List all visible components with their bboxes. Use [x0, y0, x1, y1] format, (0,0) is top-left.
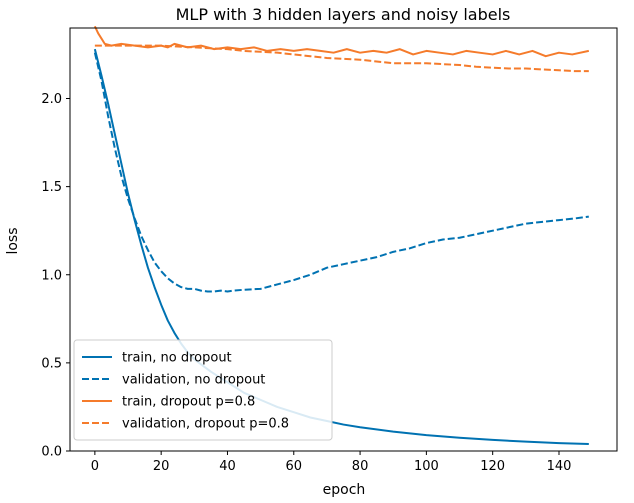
- legend-label: validation, no dropout: [122, 373, 265, 388]
- x-tick-label: 40: [219, 459, 236, 474]
- x-tick-label: 140: [547, 459, 572, 474]
- y-tick-label: 0.5: [41, 356, 62, 371]
- y-tick-label: 1.5: [41, 180, 62, 195]
- y-tick-label: 0.0: [41, 445, 62, 460]
- x-tick-label: 80: [352, 459, 369, 474]
- series-line-validation-no-dropout: [93, 52, 589, 293]
- x-tick-label: 20: [153, 459, 170, 474]
- plot-frame: [69, 27, 618, 452]
- x-axis-label: epoch: [323, 482, 366, 498]
- legend-box: [73, 339, 333, 441]
- y-axis-label: loss: [5, 227, 21, 254]
- legend-label: validation, dropout p=0.8: [122, 417, 289, 432]
- legend-label: train, dropout p=0.8: [122, 395, 255, 410]
- series-line-validation-dropout-p-0-8: [94, 44, 589, 73]
- chart-title: MLP with 3 hidden layers and noisy label…: [176, 5, 511, 24]
- y-axis-ticks: 0.0 0.5 1.0 1.5 2.0: [41, 92, 70, 460]
- x-tick-label: 120: [480, 459, 505, 474]
- legend: train, no dropout validation, no dropout t…: [73, 339, 333, 441]
- x-tick-label: 100: [414, 459, 439, 474]
- x-tick-label: 60: [285, 459, 302, 474]
- series-line-train-dropout-p-0-8: [93, 25, 590, 58]
- y-tick-label: 2.0: [41, 92, 62, 107]
- x-axis-ticks: 0 20 40 60 80 100 120 140: [91, 451, 572, 474]
- legend-label: train, no dropout: [122, 351, 232, 366]
- y-tick-label: 1.0: [41, 268, 62, 283]
- x-tick-label: 0: [91, 459, 99, 474]
